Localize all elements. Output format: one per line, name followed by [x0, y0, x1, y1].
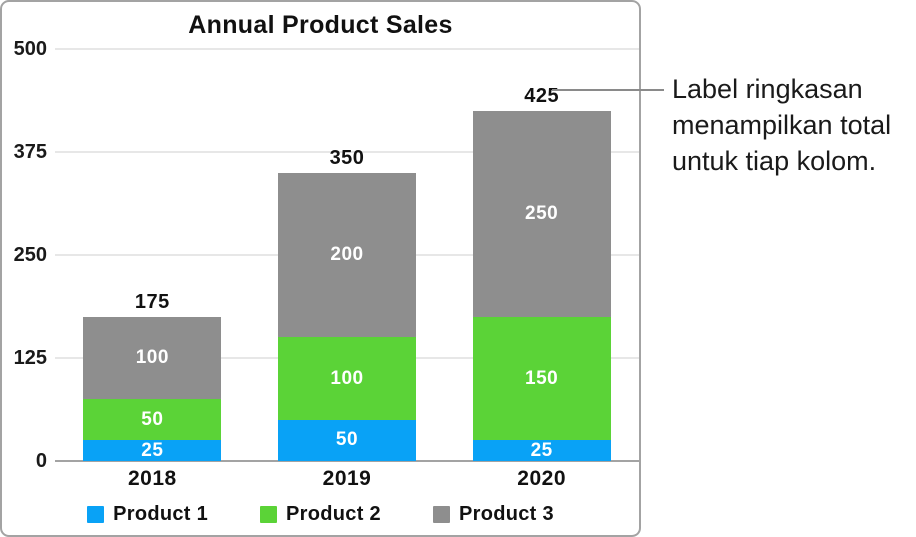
- total-label-2018: 175: [134, 290, 170, 313]
- segment-value-label: 25: [530, 439, 553, 461]
- bar-segment-product-2-2018: 50: [83, 399, 222, 441]
- x-axis-label: 2018: [127, 467, 177, 490]
- legend-item-product-2: Product 2: [260, 503, 381, 526]
- bar-segment-product-1-2020: 25: [472, 439, 611, 461]
- legend-item-product-1: Product 1: [87, 503, 208, 526]
- y-tick-label: 375: [13, 141, 47, 163]
- y-tick-label: 125: [13, 347, 47, 369]
- bar-segment-product-3-2019: 200: [278, 172, 416, 338]
- total-label-2020: 425: [524, 84, 560, 107]
- bar-segment-product-1-2018: 25: [83, 439, 222, 461]
- legend-label: Product 1: [113, 503, 209, 525]
- bar-segment-product-2-2019: 100: [278, 337, 416, 420]
- bar-segment-product-1-2019: 50: [278, 419, 416, 461]
- legend-swatch-product-3-icon: [432, 506, 450, 523]
- chart-frame: Annual Product Sales 0 125 250 375 500 25 50 10…: [0, 0, 641, 537]
- callout-connector-line: [552, 89, 664, 91]
- bar-segment-product-3-2020: 250: [472, 110, 611, 317]
- x-axis-line: [55, 460, 639, 462]
- segment-value-label: 150: [525, 367, 559, 389]
- callout-text: Label ringkasan menampilkan total untuk …: [672, 74, 892, 176]
- legend-label: Product 2: [286, 503, 381, 525]
- segment-value-label: 50: [141, 408, 164, 430]
- segment-value-label: 25: [141, 439, 164, 461]
- legend-label: Product 3: [458, 503, 554, 525]
- segment-value-label: 100: [135, 346, 169, 368]
- segment-value-label: 100: [330, 367, 364, 389]
- y-tick-label: 500: [13, 38, 47, 60]
- gridline: [55, 151, 639, 153]
- total-label-2019: 350: [329, 146, 365, 169]
- gridline: [55, 48, 639, 50]
- bar-segment-product-3-2018: 100: [83, 316, 222, 400]
- x-axis-label: 2019: [322, 467, 372, 490]
- legend-swatch-product-2-icon: [260, 506, 278, 523]
- legend-swatch-product-1-icon: [87, 506, 105, 523]
- y-tick-label: 0: [35, 450, 47, 472]
- legend: Product 1 Product 2 Product 3: [2, 503, 639, 526]
- segment-value-label: 200: [330, 243, 364, 265]
- segment-value-label: 50: [335, 429, 359, 451]
- plot-area: 0 125 250 375 500 25 50 100 175 2018 50 100 200 350 20…: [2, 2, 639, 535]
- chart-title: Annual Product Sales: [188, 11, 453, 39]
- legend-item-product-3: Product 3: [432, 503, 554, 526]
- bar-segment-product-2-2020: 150: [472, 316, 611, 441]
- y-tick-label: 250: [13, 244, 47, 266]
- segment-value-label: 250: [525, 202, 559, 224]
- x-axis-label: 2020: [517, 467, 567, 490]
